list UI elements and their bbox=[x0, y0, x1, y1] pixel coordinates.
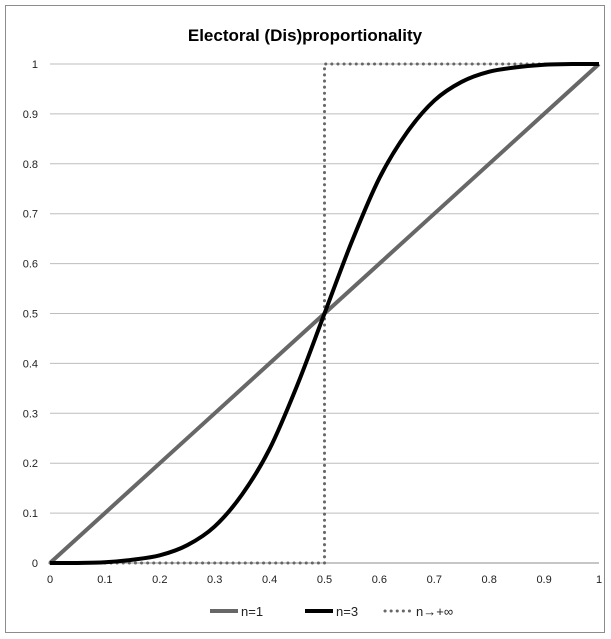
y-tick-label: 0.3 bbox=[23, 408, 38, 420]
series-layer bbox=[48, 61, 601, 566]
y-tick-label: 0.7 bbox=[23, 209, 38, 221]
x-tick-label: 1 bbox=[596, 574, 602, 586]
y-tick-label: 0.2 bbox=[23, 458, 38, 470]
legend-label-3: n→+∞ bbox=[416, 604, 453, 619]
legend-label-2: n=3 bbox=[336, 604, 358, 619]
x-tick-label: 0.6 bbox=[372, 574, 387, 586]
x-tick-label: 0.1 bbox=[97, 574, 112, 586]
y-tick-label: 0.8 bbox=[23, 159, 38, 171]
series-line-2 bbox=[49, 61, 600, 566]
y-axis-ticks: 0 0.1 0.2 0.3 0.4 0.5 0.6 0.7 0.8 0.9 1 bbox=[23, 59, 38, 570]
y-tick-label: 1 bbox=[32, 59, 38, 71]
x-tick-label: 0.9 bbox=[536, 574, 551, 586]
legend: n=1 n=3 n→+∞ bbox=[210, 604, 453, 619]
chart-title: Electoral (Dis)proportionality bbox=[188, 26, 423, 45]
chart-frame bbox=[5, 5, 605, 633]
y-tick-label: 0 bbox=[32, 558, 38, 570]
x-tick-label: 0 bbox=[47, 574, 53, 586]
y-tick-label: 0.1 bbox=[23, 508, 38, 520]
y-tick-label: 0.4 bbox=[23, 358, 38, 370]
y-tick-label: 0.5 bbox=[23, 309, 38, 321]
x-tick-label: 0.2 bbox=[152, 574, 167, 586]
x-tick-label: 0.5 bbox=[317, 574, 332, 586]
x-tick-label: 0.7 bbox=[427, 574, 442, 586]
x-tick-label: 0.4 bbox=[262, 574, 277, 586]
x-tick-label: 0.8 bbox=[482, 574, 497, 586]
x-tick-label: 0.3 bbox=[207, 574, 222, 586]
x-axis-ticks: 0 0.1 0.2 0.3 0.4 0.5 0.6 0.7 0.8 0.9 1 bbox=[47, 574, 602, 586]
y-tick-label: 0.9 bbox=[23, 109, 38, 121]
legend-label-1: n=1 bbox=[241, 604, 263, 619]
y-tick-label: 0.6 bbox=[23, 259, 38, 271]
